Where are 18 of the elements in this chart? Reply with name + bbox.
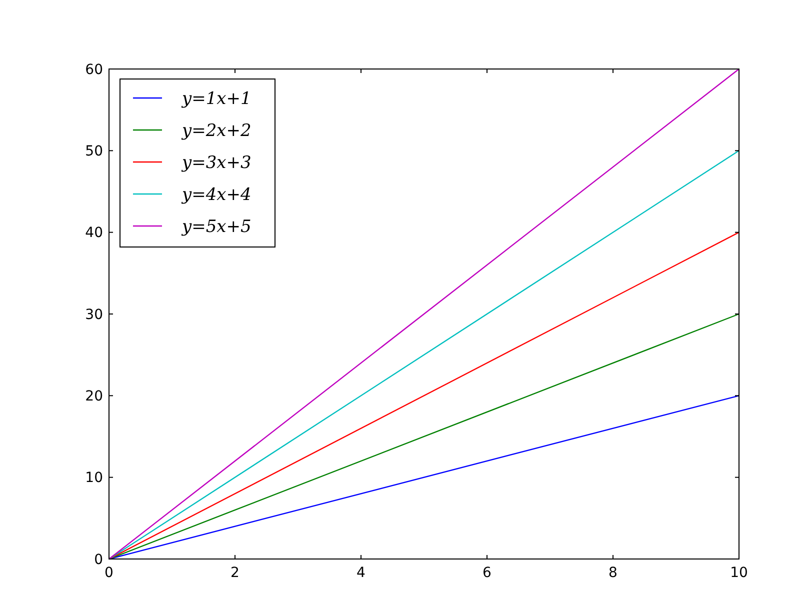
y-tick-label: 40	[85, 225, 103, 242]
legend-label: y=2x+2	[181, 120, 252, 141]
legend-label: y=4x+4	[181, 184, 252, 205]
x-tick-label: 6	[482, 565, 492, 581]
x-tick-label: 2	[230, 565, 240, 581]
x-tick-label: 10	[730, 565, 748, 581]
y-tick-label: 50	[85, 144, 103, 160]
x-tick-label: 4	[356, 565, 366, 581]
y-tick-label: 10	[85, 470, 103, 486]
legend-label: y=3x+3	[181, 152, 252, 173]
legend-label: y=1x+1	[181, 88, 252, 109]
x-tick-label: 0	[104, 565, 114, 581]
y-tick-label: 0	[94, 552, 103, 568]
legend-label: y=5x+5	[181, 216, 252, 237]
x-tick-label: 8	[608, 565, 618, 581]
y-tick-label: 60	[85, 62, 103, 78]
y-tick-label: 20	[85, 388, 103, 405]
y-tick-label: 30	[85, 306, 103, 323]
